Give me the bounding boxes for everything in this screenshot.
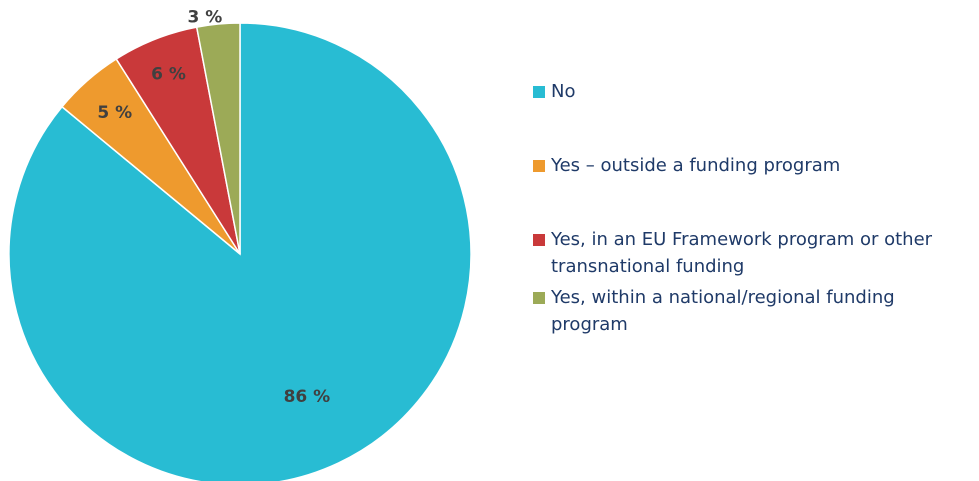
legend-item-no: No xyxy=(533,78,977,105)
legend-label-outside-funding: Yes – outside a funding program xyxy=(551,155,841,176)
legend-label-eu-framework: Yes, in an EU Framework program or other… xyxy=(551,229,933,277)
chart-legend: No Yes – outside a funding program Yes, … xyxy=(533,78,977,338)
pie-slice-national-regional xyxy=(195,22,241,255)
legend-swatch-national-regional xyxy=(533,292,545,304)
legend-swatch-no xyxy=(533,86,545,98)
data-label-eu-framework: 6 % xyxy=(151,65,186,85)
legend-item-eu-framework: Yes, in an EU Framework program or other… xyxy=(533,226,977,280)
legend-item-national-regional: Yes, within a national/regional funding … xyxy=(533,284,977,338)
legend-swatch-eu-framework xyxy=(533,234,545,246)
data-label-national-regional: 3 % xyxy=(188,7,223,27)
data-label-outside-funding: 5 % xyxy=(97,103,132,123)
legend-swatch-outside-funding xyxy=(533,160,545,172)
legend-label-national-regional: Yes, within a national/regional funding … xyxy=(551,287,895,335)
legend-label-no: No xyxy=(551,81,576,102)
data-label-no: 86 % xyxy=(284,387,331,407)
pie-chart: 86 % 5 % 6 % 3 % xyxy=(8,7,472,481)
legend-item-outside-funding: Yes – outside a funding program xyxy=(533,152,977,179)
